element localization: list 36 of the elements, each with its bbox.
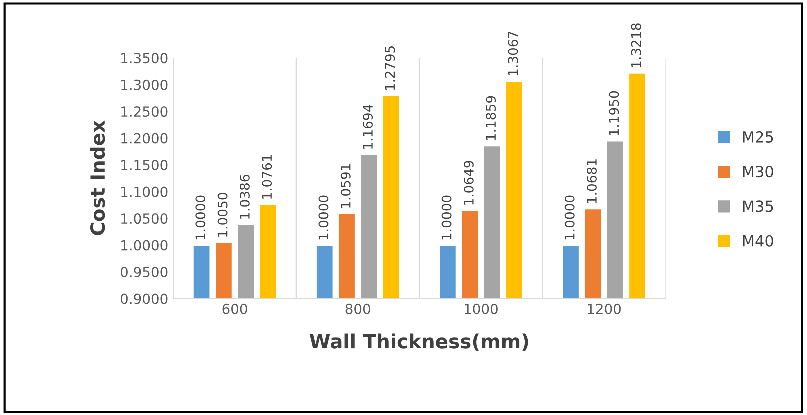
legend-label: M30 [743,166,774,178]
y-tick-label: 0.9500 [120,267,168,278]
legend-label: M40 [743,235,774,247]
y-tick-label: 0.9000 [120,294,168,304]
data-label: 1.2795 [385,46,396,90]
data-label: 1.0649 [464,161,474,205]
y-tick-label: 1.2500 [122,106,168,118]
y-tick-label: 1.1500 [122,160,168,171]
x-tick-label: 600 [222,304,248,314]
data-label: 1.1859 [486,96,496,140]
y-tick-label: 1.3500 [122,53,168,64]
y-tick-label: 1.2000 [122,133,168,144]
x-tick-label: 800 [346,304,370,314]
y-axis-title: Cost Index [90,120,106,236]
data-label: 1.0050 [218,193,228,237]
y-tick-label: 1.0000 [122,240,168,251]
legend-label: M35 [743,200,774,212]
data-label: 1.0000 [564,196,575,240]
data-label: 1.0000 [196,196,206,240]
x-axis-title: Wall Thickness(mm) [310,334,528,352]
data-label: 1.0681 [587,160,597,204]
data-label: 1.0386 [240,175,250,219]
data-label: 1.1694 [363,104,374,149]
y-tick-label: 1.0500 [122,214,168,224]
data-label: 1.3067 [508,32,518,76]
data-label: 1.3218 [631,24,642,68]
y-tick-label: 1.3000 [122,80,168,90]
y-tick-label: 1.1000 [122,186,168,198]
legend-label: M25 [743,131,774,143]
x-tick-label: 1000 [465,304,498,314]
data-label: 1.1950 [609,91,620,136]
x-tick-label: 1200 [588,304,621,314]
data-label: 1.0591 [340,164,351,208]
data-label: 1.0000 [442,196,452,240]
data-label: 1.0000 [318,196,329,240]
data-label: 1.0761 [262,155,272,199]
